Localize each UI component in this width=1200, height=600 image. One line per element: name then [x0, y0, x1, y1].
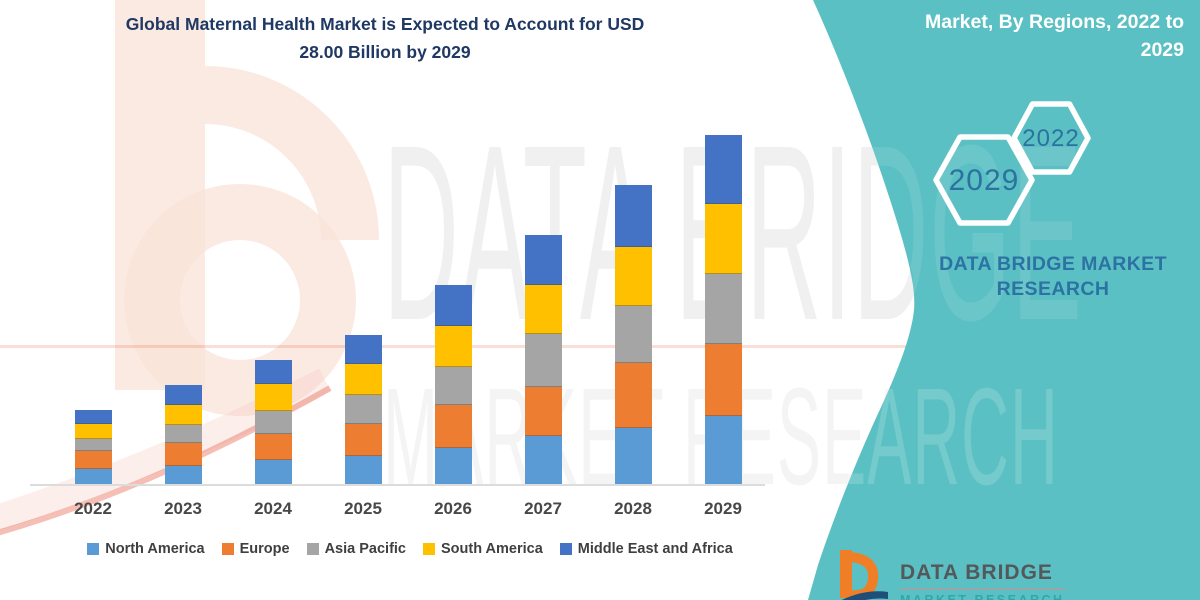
bar-segment-asia-pacific-2027 [524, 334, 562, 387]
bar-segment-south-america-2029 [704, 204, 742, 275]
bar-segment-europe-2028 [614, 363, 652, 428]
bar-segment-south-america-2028 [614, 246, 652, 307]
bar-segment-north-america-2024 [254, 460, 292, 485]
chart-title: Global Maternal Health Market is Expecte… [45, 10, 725, 66]
bar-2027 [524, 235, 562, 485]
footer-brand-sub: MARKET RESEARCH [900, 593, 1065, 600]
bar-segment-north-america-2023 [164, 465, 202, 485]
legend-label: Europe [239, 541, 290, 557]
bar-2026 [434, 285, 472, 485]
x-axis-label-2025: 2025 [344, 499, 382, 518]
bar-segment-north-america-2022 [74, 468, 112, 485]
bar-segment-europe-2025 [344, 423, 382, 457]
legend-swatch-icon [559, 543, 572, 555]
bar-segment-south-america-2026 [434, 325, 472, 367]
bar-segment-europe-2024 [254, 434, 292, 460]
legend-swatch-icon [87, 543, 100, 555]
bar-segment-north-america-2027 [524, 436, 562, 485]
legend-swatch-icon [306, 543, 319, 555]
bar-segment-middle-east-and-africa-2026 [434, 285, 472, 326]
footer-b-hook [849, 552, 879, 600]
x-axis-label-2026: 2026 [434, 499, 472, 518]
bar-segment-asia-pacific-2029 [704, 274, 742, 344]
chart-title-line1: Global Maternal Health Market is Expecte… [125, 14, 645, 34]
x-axis-label-2022: 2022 [74, 499, 112, 518]
bar-segment-asia-pacific-2023 [164, 425, 202, 444]
bar-2022 [74, 410, 112, 485]
hexagon-2022-label: 2022 [1022, 125, 1079, 152]
legend-item-europe: Europe [221, 541, 290, 557]
footer-brand-name: DATA BRIDGE [900, 561, 1065, 590]
chart-title-line2: 28.00 Billion by 2029 [299, 42, 471, 62]
bar-segment-europe-2029 [704, 343, 742, 417]
legend-label: Asia Pacific [324, 541, 406, 557]
bar-segment-europe-2022 [74, 451, 112, 469]
bar-segment-asia-pacific-2022 [74, 439, 112, 452]
legend-swatch-icon [423, 543, 435, 555]
footer-text: DATA BRIDGE MARKET RESEARCH [900, 561, 1065, 600]
bar-2029 [704, 135, 742, 485]
bar-segment-south-america-2022 [74, 424, 112, 440]
bar-segment-north-america-2028 [614, 427, 652, 485]
x-axis-label-2029: 2029 [704, 499, 742, 518]
stacked-bar-chart: 2022 2023 2024 2025 2026 2027 2028 2029 [74, 135, 742, 518]
legend-item-middle-east-and-africa: Middle East and Africa [559, 541, 733, 557]
bar-segment-asia-pacific-2024 [254, 410, 292, 435]
bar-segment-asia-pacific-2028 [614, 306, 652, 364]
legend-item-asia-pacific: Asia Pacific [306, 541, 406, 557]
bar-segment-south-america-2027 [524, 285, 562, 335]
footer-logo: DATA BRIDGE MARKET RESEARCH [828, 548, 1065, 600]
bar-segment-middle-east-and-africa-2029 [704, 135, 742, 205]
legend-swatch-icon [221, 543, 234, 555]
x-axis-label-2023: 2023 [164, 499, 202, 518]
x-axis-line [30, 484, 765, 486]
bar-segment-middle-east-and-africa-2028 [614, 185, 652, 247]
bar-segment-north-america-2026 [434, 448, 472, 485]
bar-segment-middle-east-and-africa-2027 [524, 235, 562, 285]
x-axis-label-2027: 2027 [524, 499, 562, 518]
bar-segment-middle-east-and-africa-2022 [74, 410, 112, 425]
bar-2028 [614, 185, 652, 485]
legend-item-north-america: North America [87, 541, 205, 557]
legend-label: South America [441, 541, 543, 557]
legend-label: Middle East and Africa [577, 541, 733, 557]
brand-text: DATA BRIDGE MARKET RESEARCH [939, 253, 1167, 301]
x-axis-label-2028: 2028 [614, 499, 652, 518]
hexagon-2029-label: 2029 [949, 164, 1020, 197]
bar-segment-europe-2023 [164, 443, 202, 466]
x-axis-label-2024: 2024 [254, 499, 292, 518]
bar-segment-asia-pacific-2026 [434, 366, 472, 405]
hexagon-badges: 2022 2029 [933, 101, 1091, 226]
chart-legend: North America Europe Asia Pacific South Ame… [40, 541, 780, 557]
bar-segment-north-america-2025 [344, 456, 382, 485]
panel-header: Market, By Regions, 2022 to 2029 [924, 11, 1184, 62]
bar-segment-north-america-2029 [704, 416, 742, 485]
footer-logo-b-icon [840, 550, 888, 600]
bar-segment-europe-2026 [434, 405, 472, 449]
legend-item-south-america: South America [423, 541, 543, 557]
legend-label: North America [105, 541, 205, 557]
bar-segment-europe-2027 [524, 386, 562, 437]
